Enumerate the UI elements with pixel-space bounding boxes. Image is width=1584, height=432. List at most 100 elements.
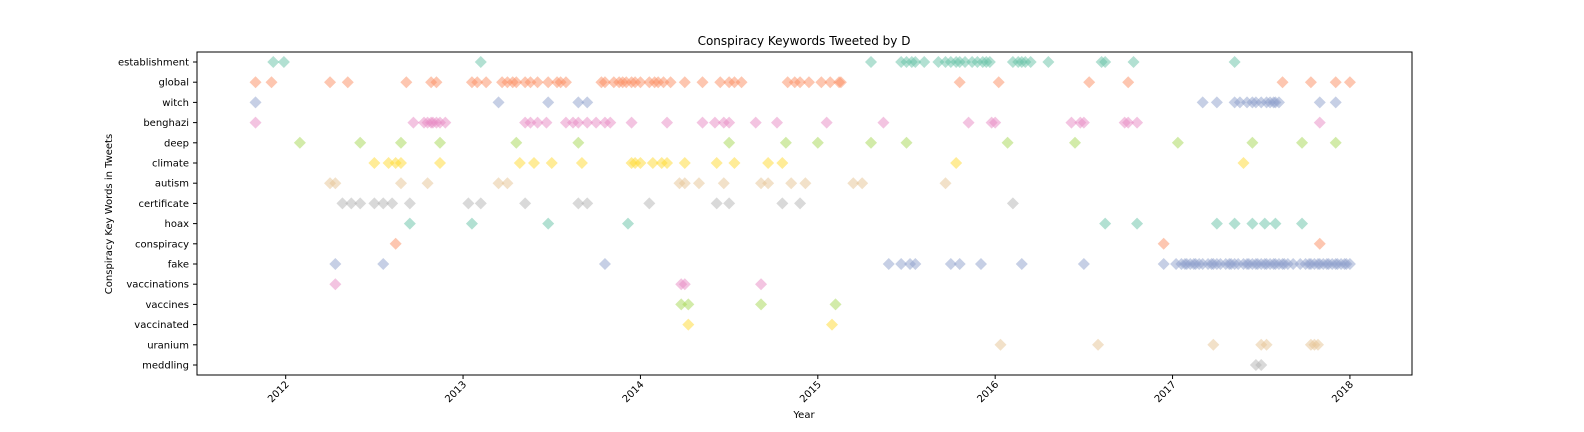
point-global [781,76,794,89]
point-hoax [1246,217,1259,230]
point-autism [394,177,407,190]
point-deep [900,136,913,149]
point-deep [1068,136,1081,149]
point-global [953,76,966,89]
point-climate [394,157,407,169]
y-tick-label-establishment: establishment [118,58,189,69]
point-certificate [776,197,789,210]
point-autism [492,177,505,190]
point-fake [329,258,342,270]
point-benghazi [696,116,709,129]
y-tick-label-vaccinated: vaccinated [134,320,189,331]
point-certificate [368,197,381,210]
point-witch [581,96,594,109]
series-meddling [1249,359,1268,371]
point-global [824,76,837,89]
point-certificate [345,197,358,210]
point-climate [513,157,526,169]
point-deep [811,136,824,149]
point-global [559,76,572,89]
point-benghazi [249,116,262,129]
point-benghazi [524,116,537,129]
point-benghazi [877,116,890,129]
point-global [1276,76,1289,89]
point-benghazi [1122,116,1135,129]
point-benghazi [572,116,585,129]
point-vaccinations [329,278,342,291]
point-autism [755,177,768,190]
point-climate [678,157,691,169]
point-global [1122,76,1135,89]
y-axis: establishment global witch benghazi deep clim… [118,58,197,372]
point-climate [776,157,789,169]
y-tick-label-autism: autism [155,179,189,190]
point-witch [1329,96,1342,109]
series-uranium [994,338,1324,351]
y-tick-label-witch: witch [162,98,189,109]
point-certificate [710,197,723,210]
series-conspiracy [389,237,1326,250]
series-deep [293,136,1342,149]
point-climate [434,157,446,169]
point-vaccines [675,298,688,311]
point-vaccinations [755,278,768,291]
point-autism [856,177,869,190]
point-autism [421,177,434,190]
point-benghazi [1065,116,1078,129]
point-vaccinations [678,278,691,291]
point-establishment [1099,56,1112,68]
point-vaccinated [825,318,838,331]
point-global [714,76,727,89]
point-climate [646,157,659,169]
point-hoax [1228,217,1241,230]
point-hoax [622,217,635,230]
point-benghazi [531,116,544,129]
point-climate [528,157,541,169]
point-global [341,76,354,89]
point-climate [382,157,395,169]
point-global [802,76,815,89]
point-fake [1287,258,1300,270]
point-establishment [267,56,280,68]
point-global [1304,76,1317,89]
point-certificate [643,197,656,210]
point-establishment [918,56,931,68]
y-tick-label-vaccines: vaccines [145,300,189,311]
point-deep [434,136,446,149]
point-benghazi [625,116,638,129]
point-autism [785,177,798,190]
point-establishment [474,56,487,68]
point-autism [692,177,705,190]
point-fake [1157,258,1170,270]
point-benghazi [590,116,603,129]
point-uranium [1207,338,1220,351]
point-vaccinated [682,318,695,331]
point-fake [598,258,611,270]
point-benghazi [1131,116,1144,129]
point-global [664,76,677,89]
point-benghazi [581,116,594,129]
point-fake [944,258,957,270]
point-certificate [723,197,736,210]
point-witch [1233,96,1246,109]
point-benghazi [661,116,674,129]
point-certificate [519,197,532,210]
series-establishment [267,56,1241,68]
point-hoax [1296,217,1309,230]
series-vaccines [675,298,842,311]
point-benghazi [749,116,762,129]
chart-title: Conspiracy Keywords Tweeted by D [698,34,911,48]
point-deep [865,136,878,149]
point-deep [394,136,407,149]
point-establishment [865,56,878,68]
point-deep [510,136,523,149]
point-global [1343,76,1356,89]
point-vaccines [682,298,695,311]
point-global [1083,76,1096,89]
y-tick-label-uranium: uranium [147,340,189,351]
point-deep [1329,136,1342,149]
point-uranium [1260,338,1273,351]
point-global [598,76,611,89]
point-benghazi [559,116,572,129]
